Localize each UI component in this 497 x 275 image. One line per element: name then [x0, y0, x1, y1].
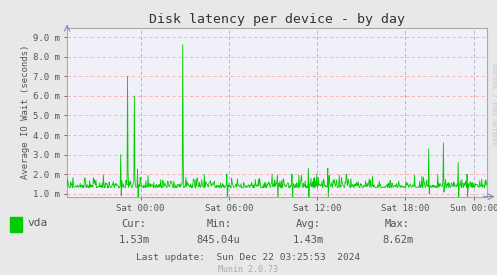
- Text: Max:: Max:: [385, 219, 410, 229]
- Y-axis label: Average IO Wait (seconds): Average IO Wait (seconds): [21, 45, 30, 179]
- Text: Last update:  Sun Dec 22 03:25:53  2024: Last update: Sun Dec 22 03:25:53 2024: [136, 253, 361, 262]
- Text: 1.53m: 1.53m: [119, 235, 150, 245]
- Text: Min:: Min:: [206, 219, 231, 229]
- Text: Avg:: Avg:: [296, 219, 321, 229]
- Text: Cur:: Cur:: [122, 219, 147, 229]
- Text: 8.62m: 8.62m: [382, 235, 413, 245]
- Text: vda: vda: [27, 218, 48, 228]
- Text: RRDTOOL / TOBI OETIKER: RRDTOOL / TOBI OETIKER: [491, 63, 496, 146]
- Text: 1.43m: 1.43m: [293, 235, 324, 245]
- Title: Disk latency per device - by day: Disk latency per device - by day: [149, 13, 405, 26]
- Text: 845.04u: 845.04u: [197, 235, 241, 245]
- Text: Munin 2.0.73: Munin 2.0.73: [219, 265, 278, 274]
